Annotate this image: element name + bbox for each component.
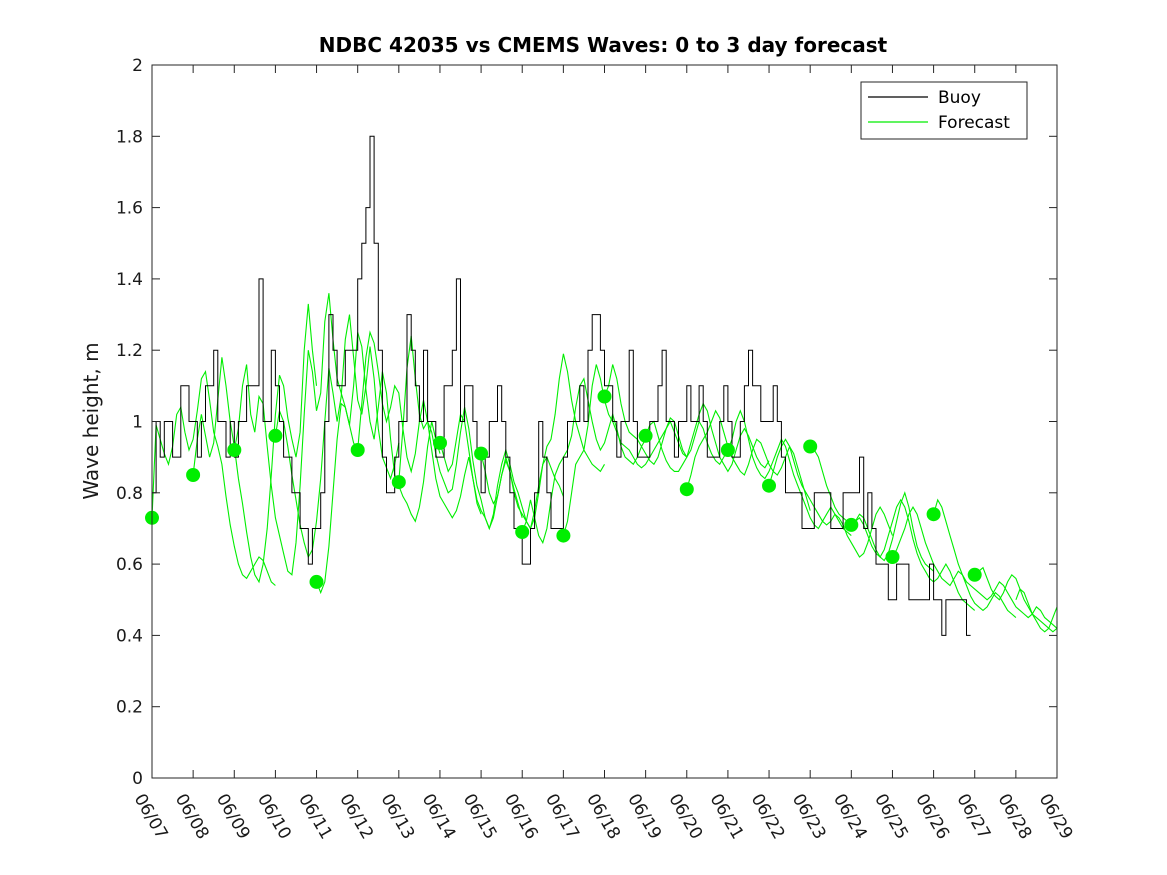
y-tick-label: 0 bbox=[132, 769, 143, 789]
plot-area: 00.20.40.60.811.21.41.61.82 06/07 06/08 06… bbox=[116, 56, 1077, 843]
forecast-start-marker-10 bbox=[515, 525, 530, 539]
y-tick-label: 1.6 bbox=[116, 199, 143, 219]
buoy-line bbox=[152, 135, 971, 636]
forecast-initial-markers bbox=[145, 389, 982, 589]
forecast-start-marker-2 bbox=[186, 468, 201, 482]
forecast-start-marker-20 bbox=[926, 507, 941, 522]
y-tick-label: 2 bbox=[132, 56, 143, 76]
y-tick-label: 0.2 bbox=[116, 698, 143, 718]
forecast-start-marker-11 bbox=[556, 528, 571, 543]
forecast-start-marker-14 bbox=[679, 482, 694, 497]
forecast-start-marker-4 bbox=[268, 428, 283, 443]
forecast-run-line-4 bbox=[274, 314, 400, 559]
legend-label-forecast: Forecast bbox=[938, 113, 1010, 133]
forecast-run-line-19 bbox=[892, 506, 1017, 619]
forecast-start-marker-12 bbox=[597, 389, 612, 404]
forecast-start-marker-21 bbox=[967, 567, 982, 582]
chart-title: NDBC 42035 vs CMEMS Waves: 0 to 3 day fo… bbox=[319, 33, 888, 57]
y-tick-label: 1.2 bbox=[116, 341, 143, 361]
forecast-start-marker-8 bbox=[433, 435, 447, 450]
forecast-run-line-20 bbox=[933, 498, 1058, 629]
forecast-start-marker-16 bbox=[762, 478, 776, 493]
y-tick-label: 1 bbox=[132, 413, 143, 433]
y-tick-label: 0.4 bbox=[116, 626, 143, 646]
forecast-run-line-21 bbox=[974, 566, 1058, 633]
y-axis-ticks: 0 0.2 0.4 0.6 0.8 1 1.2 1.4 1.6 1.8 2 bbox=[116, 56, 1057, 789]
forecast-start-marker-18 bbox=[844, 517, 859, 532]
y-axis-label: Wave height, m bbox=[79, 342, 103, 499]
forecast-run-line-10 bbox=[521, 377, 647, 545]
forecast-start-marker-15 bbox=[720, 443, 735, 457]
forecast-start-marker-7 bbox=[391, 475, 406, 490]
buoy-series bbox=[152, 135, 971, 636]
forecast-start-marker-6 bbox=[350, 443, 365, 457]
forecast-start-marker-19 bbox=[885, 550, 900, 564]
plot-background bbox=[152, 65, 1057, 778]
legend-box bbox=[860, 81, 1028, 140]
forecast-start-marker-13 bbox=[638, 428, 653, 443]
forecast-run-line-18 bbox=[850, 498, 976, 611]
y-tick-label: 1.4 bbox=[116, 270, 143, 290]
forecast-start-marker-3 bbox=[227, 443, 242, 457]
forecast-start-marker-17 bbox=[803, 439, 818, 454]
forecast-run-line-5 bbox=[315, 332, 441, 595]
y-tick-label: 0.6 bbox=[116, 555, 143, 575]
forecast-run-line-2 bbox=[192, 303, 318, 584]
forecast-run-line-13 bbox=[645, 402, 770, 473]
legend-label-buoy: Buoy bbox=[938, 88, 981, 108]
forecast-run-line-22 bbox=[1015, 588, 1058, 633]
forecast-start-marker-5 bbox=[309, 574, 324, 589]
y-tick-label: 0.8 bbox=[116, 484, 143, 504]
forecast-start-marker-9 bbox=[474, 446, 489, 461]
legend: Buoy Forecast bbox=[860, 81, 1028, 140]
y-tick-label: 1.8 bbox=[116, 127, 143, 147]
